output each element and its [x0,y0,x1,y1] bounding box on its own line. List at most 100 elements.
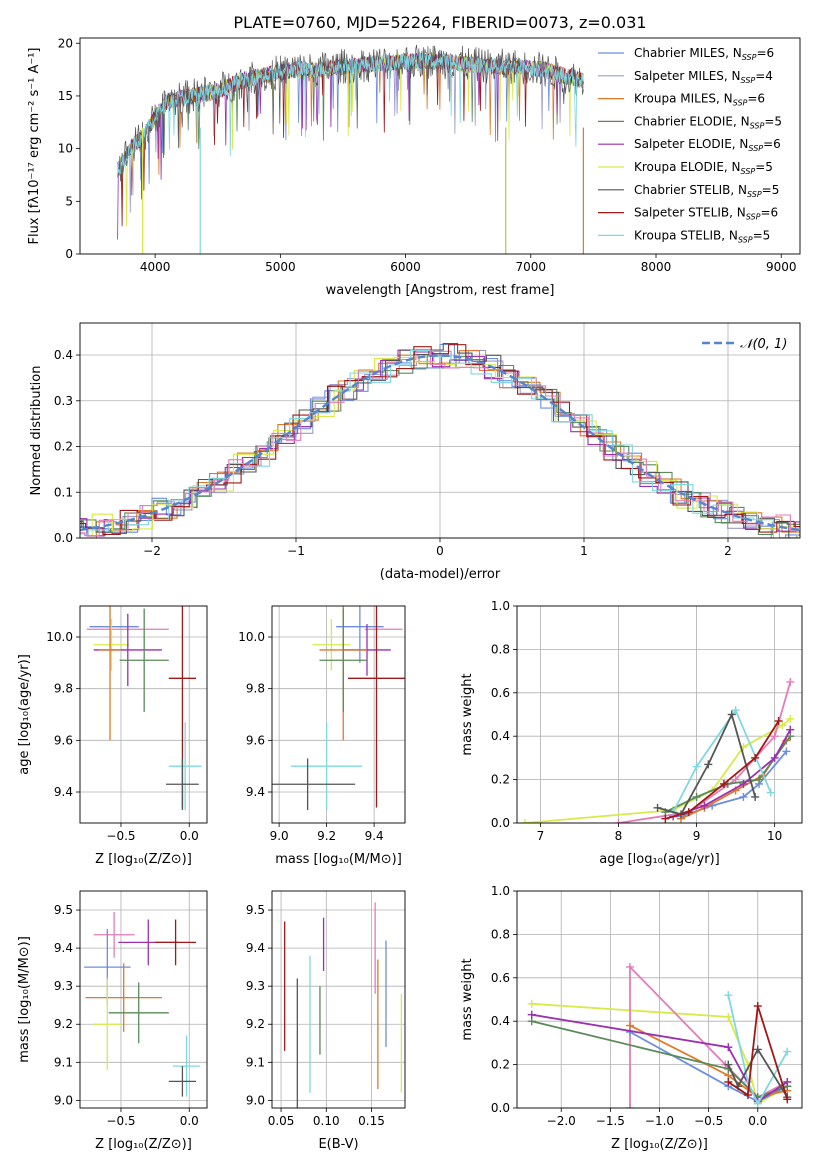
mass_weight_vs_Z-marker [626,1104,635,1108]
histogram-series [80,342,800,538]
x-tick-label: 0.0 [180,1114,199,1128]
y-tick-label: 0.6 [491,686,510,700]
legend-tail: =6 [763,137,781,151]
mass_vs_ebv-plot-area [284,902,403,1108]
age_vs_Z-point [93,618,130,671]
x-tick-label: 0.05 [268,1114,295,1128]
y-tick-label: 0.8 [491,642,510,656]
legend-sub: SSP [741,76,756,85]
spectrum-plot-area [117,44,584,254]
y-tick-label: 0.0 [54,531,73,545]
age_vs_mass-point [348,606,405,808]
y-tick-label: 9.5 [246,903,265,917]
mass_vs_ebv-axes: 0.05 0.10 0.15 9.0 9.1 9.2 9.3 9.4 9.5 [246,891,405,1128]
legend-entry: Chabrier STELIB, NSSP=5 [634,183,779,199]
mass_weight_vs_Z-marker [753,1099,762,1108]
legend-sub: SSP [733,99,748,108]
mass_weight_vs_age-marker [704,760,713,769]
y-tick-label: 15 [58,89,73,103]
legend-label: Salpeter ELODIE, N [634,137,748,151]
legend-tail: =6 [747,92,765,106]
y-tick-label: 1.0 [491,599,510,613]
mass_vs_Z-point [108,982,169,1044]
legend-label: Kroupa ELODIE, N [634,160,741,174]
mass_weight_vs_age-marker [727,710,736,719]
charts-layer: 4000 5000 6000 7000 8000 900005101520waveleng… [17,36,803,1152]
y-tick-label: 9.0 [54,1093,73,1107]
x-tick-label: 8 [615,829,623,843]
x-tick-label: −0.5 [106,829,135,843]
mass_vs_ebv-frame [271,890,406,1109]
legend-entry: Salpeter STELIB, NSSP=6 [634,206,778,222]
mass_weight_vs_age-marker [778,721,787,730]
y-tick-label: 0.0 [491,816,510,830]
age_vs_Z-axes: −0.5 0.0 9.4 9.6 9.8 10.0 [46,606,207,843]
legend-tail: =5 [764,114,782,128]
mass_weight_vs_age-marker [786,677,795,686]
age-vs-mass-xlabel: mass [log₁₀(M/M⊙)] [275,852,402,867]
y-tick-label: 9.2 [246,1017,265,1031]
legend-label: Kroupa STELIB, N [634,228,738,242]
mass_weight_vs_age-marker [731,706,740,715]
legend-label: Kroupa MILES, N [634,92,733,106]
mass_weight_vs_age-marker [782,747,791,756]
x-tick-label: −1.0 [645,1114,674,1128]
y-tick-label: 9.3 [54,979,73,993]
mass_weight_vs_age-marker [770,732,779,741]
mass_vs_Z-point [155,919,197,966]
y-tick-label: 9.6 [54,733,73,747]
legend-label: Salpeter MILES, N [634,69,741,83]
mass_vs_Z-point [93,911,135,958]
y-tick-label: 9.4 [54,941,73,955]
y-tick-label: 20 [58,36,73,50]
x-tick-label: 0 [436,544,444,558]
residuals-ylabel: Normed distribution [29,366,44,496]
legend-sub: SSP [738,235,753,244]
mass_weight_vs_age-axes: 7 8 9 10 0.0 0.2 0.4 0.6 0.8 1.0 [491,599,802,843]
legend-entry: Kroupa ELODIE, NSSP=5 [634,160,773,176]
mass_vs_Z-axes: −0.5 0.0 9.0 9.1 9.2 9.3 9.4 9.5 [54,891,207,1128]
y-tick-label: 10.0 [46,630,73,644]
x-tick-label: 2 [724,544,732,558]
legend-entry: Kroupa MILES, NSSP=6 [634,92,765,108]
x-tick-label: −2 [143,544,161,558]
residuals-frame [79,322,801,539]
spectrum-axes: 4000 5000 6000 7000 8000 9000 0 5 10 15 20 [58,36,797,274]
y-tick-label: 0.4 [491,1014,510,1028]
age_vs_mass-point [336,606,384,663]
age_vs_Z-point [99,606,121,741]
age_vs_Z-point [168,722,202,811]
mass-vs-Z-ylabel: mass [log₁₀(M/M⊙)] [17,936,32,1063]
legend-entry: Chabrier MILES, NSSP=6 [634,46,774,62]
mass_weight_vs_Z-ylabel: mass weight [460,958,475,1040]
x-tick-label: 5000 [265,260,296,274]
mass_weight_vs_Z-series [727,1047,789,1098]
residuals-plot-area [80,342,800,538]
mass_weight_vs_age-marker [520,819,529,823]
mass_weight_vs_Z-marker [783,1095,792,1104]
x-tick-label: 7 [537,829,545,843]
mass_weight_vs_Z-frame [516,890,803,1109]
age_vs_Z-point [119,608,169,712]
age_vs_mass-point [291,722,363,811]
y-tick-label: 9.0 [246,1093,265,1107]
mass_weight_vs_Z-marker [724,1077,733,1086]
mass_weight_vs_age-marker [700,801,709,810]
histogram-series [80,349,800,538]
y-tick-label: 5 [65,194,73,208]
y-tick-label: 9.3 [246,979,265,993]
y-tick-label: 1.0 [491,884,510,898]
spectrum-frame [79,37,801,255]
legend-entry: Chabrier ELODIE, NSSP=5 [634,114,782,130]
x-tick-label: 9 [693,829,701,843]
mass_weight_vs_Z-xlabel: Z [log₁₀(Z/Z⊙)] [611,1137,708,1152]
legend-tail: =4 [755,69,773,83]
mass_weight_vs_Z-marker [743,1077,752,1086]
legend-tail: =5 [755,160,773,174]
mass_weight_vs_age-marker [786,714,795,723]
histogram-series [80,356,800,538]
histogram-series [80,349,800,538]
spectrum-ylabel: Flux [fλ10⁻¹⁷ erg cm⁻² s⁻¹ A⁻¹] [27,48,42,245]
legend-entry: Salpeter ELODIE, NSSP=6 [634,137,781,153]
y-tick-label: 9.4 [246,941,265,955]
